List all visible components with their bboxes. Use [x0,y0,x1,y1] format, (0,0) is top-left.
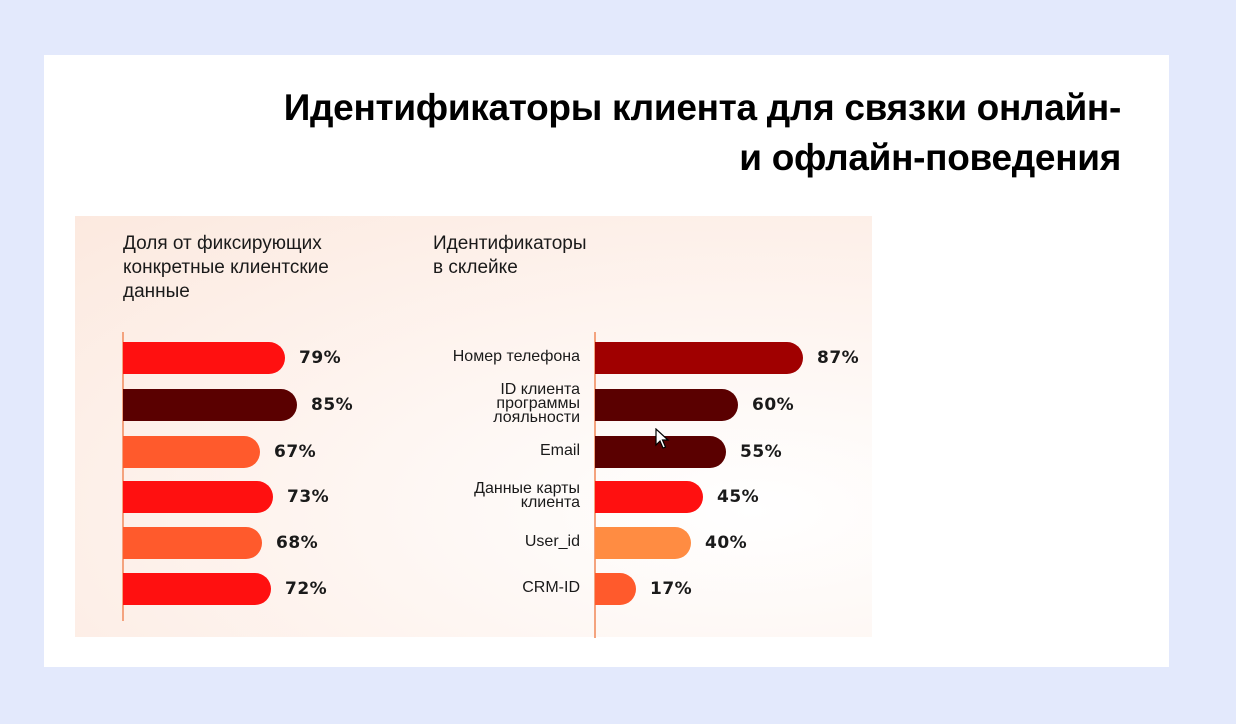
bar-value-label: 85% [311,395,354,415]
category-label-line: Данные карты [474,480,580,497]
bar-value-label: 60% [752,395,795,415]
slide-title-line-2: и офлайн-поведения [739,137,1121,178]
bar-value-label: 72% [285,579,328,599]
bar [595,573,636,605]
category-label: Email [540,443,580,459]
left-chart-title-line: Доля от фиксирующих [123,233,322,254]
bar [123,527,262,559]
bar-value-label: 40% [705,533,748,553]
left-chart-title-line: конкретные клиентские [123,257,329,278]
bar-value-label: 73% [287,487,330,507]
left-chart-title-line: данные [123,281,190,302]
bar-value-label: 45% [717,487,760,507]
bar [595,389,738,421]
category-label-line: лояльности [493,409,580,426]
slide-title-line-1: Идентификаторы клиента для связки онлайн… [283,87,1122,128]
bar-value-label: 79% [299,348,342,368]
category-label: CRM-ID [522,580,580,596]
right-chart-title-line: в склейке [433,257,518,278]
bar [123,573,271,605]
bar-value-label: 55% [740,442,783,462]
category-label: User_id [525,534,580,550]
bar [123,342,285,374]
chart-panel: Доля от фиксирующих конкретные клиентски… [75,216,872,638]
bar [123,481,273,513]
category-label: Данные карты клиента [474,480,580,511]
bar [595,527,691,559]
category-label-line: Email [539,442,580,459]
bar-value-label: 17% [650,579,693,599]
mouse-cursor-icon [655,428,670,449]
right-chart-title-line: Идентификаторы [433,233,587,254]
category-label-line: клиента [520,494,580,511]
slide-title: Идентификаторы клиента для связки онлайн… [121,83,1122,183]
right-chart-title: Идентификаторы в склейке [433,232,587,280]
category-label-line: ID клиента [500,381,580,398]
category-label-line: CRM-ID [522,579,580,596]
bar [595,342,803,374]
left-chart-axis [122,332,124,621]
bar [123,436,260,468]
bar [595,481,703,513]
bar-value-label: 87% [817,348,860,368]
bar-value-label: 68% [276,533,319,553]
left-chart-title: Доля от фиксирующих конкретные клиентски… [123,232,329,304]
category-label-line: программы [496,395,580,412]
category-label-line: Номер телефона [452,348,580,365]
category-label: ID клиента программы лояльности [493,381,580,426]
bar [123,389,297,421]
slide-card: Идентификаторы клиента для связки онлайн… [44,55,1169,667]
category-label-line: User_id [524,533,580,550]
category-label: Номер телефона [453,349,580,365]
bar-value-label: 67% [274,442,317,462]
